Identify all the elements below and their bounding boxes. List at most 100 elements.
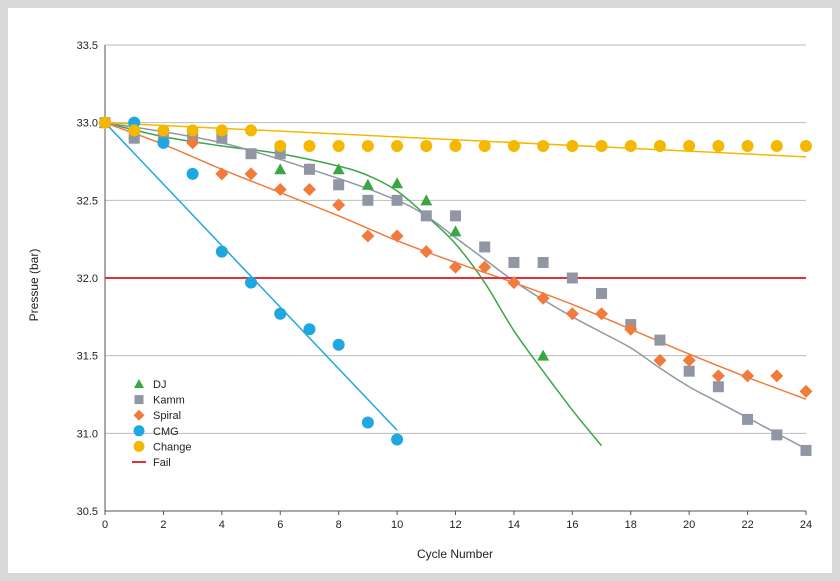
x-tick-label: 10 bbox=[391, 519, 403, 531]
legend-marker-kamm bbox=[134, 395, 144, 405]
point-spiral bbox=[361, 229, 375, 243]
point-kamm bbox=[391, 194, 403, 206]
point-dj bbox=[361, 178, 374, 190]
point-spiral bbox=[244, 167, 258, 181]
point-spiral bbox=[507, 276, 521, 290]
point-kamm bbox=[771, 429, 783, 441]
point-kamm bbox=[596, 288, 608, 300]
x-tick-label: 14 bbox=[508, 519, 520, 531]
y-tick-label: 33.5 bbox=[77, 40, 98, 52]
point-spiral bbox=[653, 353, 667, 367]
point-spiral bbox=[799, 384, 813, 398]
legend-label-dj: DJ bbox=[153, 379, 166, 391]
point-change bbox=[653, 139, 666, 152]
trend-lines bbox=[104, 121, 807, 450]
trendline-cmg bbox=[104, 122, 398, 431]
point-kamm bbox=[216, 132, 228, 144]
point-kamm bbox=[450, 210, 461, 222]
point-kamm bbox=[537, 256, 549, 268]
point-change bbox=[800, 139, 812, 152]
point-kamm bbox=[128, 132, 140, 144]
point-change bbox=[741, 139, 754, 152]
y-tick-label: 32.5 bbox=[77, 195, 98, 207]
point-spiral bbox=[741, 369, 755, 383]
point-change bbox=[99, 116, 111, 129]
point-change bbox=[274, 139, 287, 152]
point-change bbox=[566, 139, 579, 152]
point-spiral bbox=[770, 369, 784, 383]
point-spiral bbox=[624, 322, 638, 336]
point-kamm bbox=[683, 365, 695, 377]
point-kamm bbox=[303, 163, 315, 175]
x-tick-label: 6 bbox=[277, 519, 283, 531]
point-change bbox=[186, 124, 199, 137]
axes: 30.531.031.532.032.533.033.50 2 4 6 8 10 12 14 1… bbox=[77, 40, 813, 531]
legend: DJ Kamm Spiral CMG Change Fail bbox=[132, 379, 192, 469]
x-tick-label: 4 bbox=[219, 519, 225, 531]
point-kamm bbox=[566, 272, 578, 284]
y-tick-label: 33.0 bbox=[77, 118, 98, 130]
chart-frame: 30.5 31.0 31.5 32.0 32.5 33.0 33.5 0 2 4 6 8 10 12 14 1… bbox=[8, 8, 832, 573]
point-spiral bbox=[682, 353, 696, 367]
x-tick-label: 12 bbox=[449, 519, 461, 531]
point-kamm bbox=[333, 179, 345, 191]
point-spiral bbox=[332, 198, 346, 212]
point-spiral bbox=[711, 369, 725, 383]
point-change bbox=[624, 139, 637, 152]
point-cmg bbox=[215, 245, 228, 258]
point-spiral bbox=[565, 307, 579, 321]
point-change bbox=[332, 139, 345, 152]
x-tick-label: 2 bbox=[160, 519, 166, 531]
point-dj bbox=[537, 349, 550, 361]
point-kamm bbox=[274, 148, 286, 160]
x-axis-title: Cycle Number bbox=[417, 547, 493, 561]
point-spiral bbox=[273, 182, 287, 196]
point-cmg bbox=[332, 338, 345, 351]
point-change bbox=[215, 124, 228, 137]
point-cmg bbox=[391, 433, 404, 446]
point-dj bbox=[420, 194, 433, 206]
point-kamm bbox=[712, 381, 724, 393]
point-spiral bbox=[186, 136, 200, 150]
legend-label-kamm: Kamm bbox=[153, 395, 185, 407]
point-cmg bbox=[157, 136, 170, 149]
legend-label-cmg: CMG bbox=[153, 426, 179, 438]
point-spiral bbox=[419, 245, 433, 259]
point-kamm bbox=[362, 194, 374, 206]
legend-label-spiral: Spiral bbox=[153, 410, 181, 422]
point-kamm bbox=[508, 256, 520, 268]
point-cmg bbox=[186, 167, 199, 180]
legend-label-change: Change bbox=[153, 441, 192, 453]
x-tick-label: 22 bbox=[741, 519, 753, 531]
point-kamm bbox=[479, 241, 491, 253]
x-tick-label: 20 bbox=[683, 519, 695, 531]
x-tick-label: 8 bbox=[336, 519, 342, 531]
point-spiral bbox=[478, 260, 492, 274]
point-spiral bbox=[536, 291, 550, 305]
legend-marker-change bbox=[133, 440, 145, 452]
point-change bbox=[507, 139, 520, 152]
point-cmg bbox=[274, 307, 287, 320]
point-spiral bbox=[302, 182, 316, 196]
trendline-kamm bbox=[104, 121, 807, 450]
point-change bbox=[303, 139, 316, 152]
point-spiral bbox=[595, 307, 609, 321]
point-cmg bbox=[361, 416, 374, 429]
point-change bbox=[683, 139, 696, 152]
point-kamm bbox=[800, 444, 812, 456]
point-change bbox=[770, 139, 783, 152]
point-cmg bbox=[303, 323, 316, 336]
point-dj bbox=[449, 225, 462, 237]
point-change bbox=[128, 124, 141, 137]
point-kamm bbox=[742, 413, 754, 425]
y-axis-title: Pressue (bar) bbox=[27, 249, 41, 322]
y-tick-label: 30.5 bbox=[77, 506, 98, 518]
y-tick-label: 31.0 bbox=[77, 428, 98, 440]
point-change bbox=[361, 139, 374, 152]
x-tick-label: 24 bbox=[800, 519, 812, 531]
point-change bbox=[537, 139, 550, 152]
point-kamm bbox=[654, 334, 666, 346]
point-change bbox=[478, 139, 491, 152]
legend-label-fail: Fail bbox=[153, 457, 171, 469]
legend-marker-cmg bbox=[133, 425, 145, 437]
